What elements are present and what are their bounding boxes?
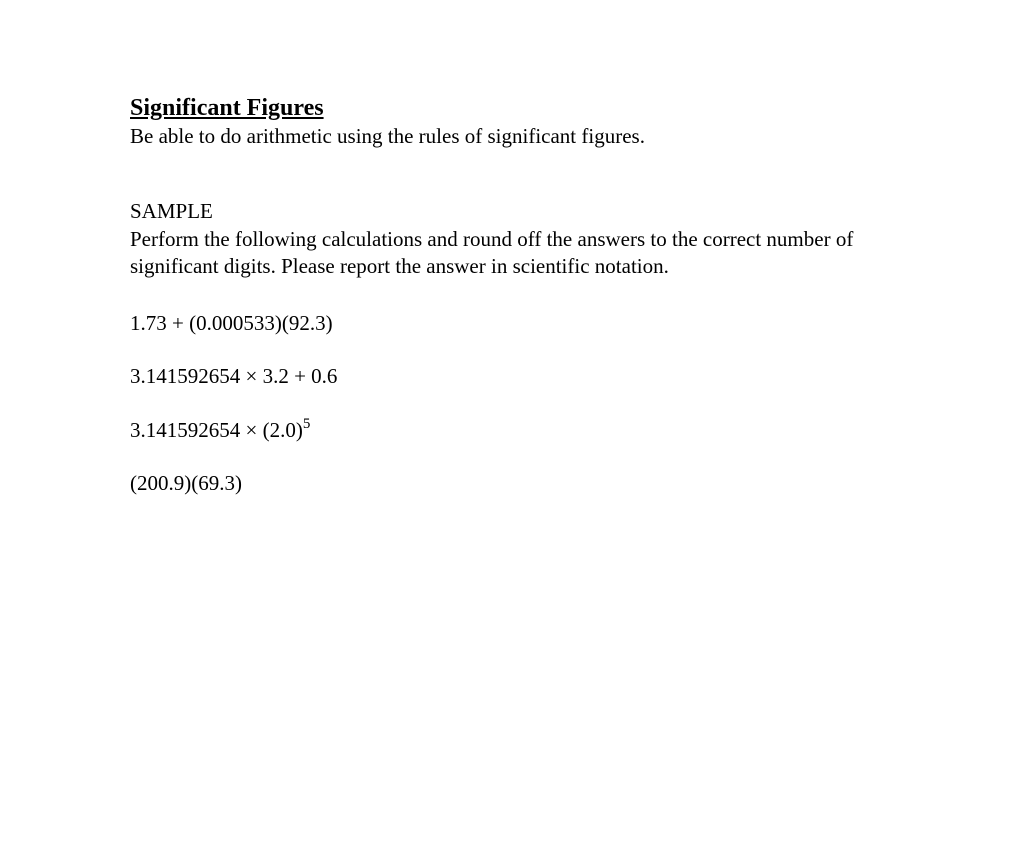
page-title: Significant Figures	[130, 95, 894, 122]
problem-3: 3.141592654 × (2.0)5	[130, 417, 894, 443]
problem-4: (200.9)(69.3)	[130, 471, 894, 496]
sample-label: SAMPLE	[130, 199, 894, 224]
problem-1: 1.73 + (0.000533)(92.3)	[130, 311, 894, 336]
instructions-text: Perform the following calculations and r…	[130, 226, 894, 281]
problem-3-exponent: 5	[303, 416, 311, 432]
subtitle-text: Be able to do arithmetic using the rules…	[130, 124, 894, 149]
problem-2: 3.141592654 × 3.2 + 0.6	[130, 364, 894, 389]
problem-3-base: 3.141592654 × (2.0)	[130, 418, 303, 442]
